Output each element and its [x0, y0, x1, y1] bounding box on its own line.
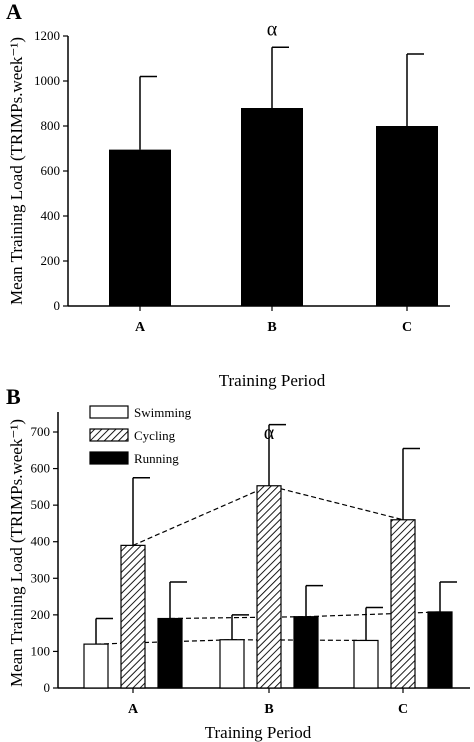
- significance-marker: α: [267, 18, 278, 40]
- legend-label-swimming: Swimming: [134, 405, 192, 420]
- x-tick-label: B: [264, 702, 273, 717]
- panel-a-label: A: [6, 0, 22, 24]
- y-tick-label: 0: [44, 680, 51, 695]
- bar-cycling-A: [120, 544, 146, 689]
- x-tick-label: A: [135, 320, 146, 335]
- bar-cycling-B: [256, 485, 282, 689]
- y-tick-label: 1200: [34, 28, 60, 43]
- panel-a-bars: α: [109, 18, 438, 306]
- legend-label-running: Running: [134, 451, 179, 466]
- panel-b-legend: Swimming Cycling Running: [89, 405, 192, 466]
- y-tick-label: 200: [31, 607, 51, 622]
- legend-swatch-running: [89, 451, 129, 465]
- panel-b: B 0 100 200 300 400 500 600 700 A B C α Swimming Cy…: [6, 384, 470, 742]
- y-tick-label: 600: [41, 163, 61, 178]
- x-tick-label: C: [398, 702, 408, 717]
- legend-swatch-swimming: [89, 405, 129, 419]
- bar-swimming-B: [219, 639, 245, 689]
- bar-running-A: [157, 617, 183, 689]
- panel-b-bars: α: [83, 422, 457, 689]
- significance-marker: α: [264, 422, 275, 444]
- bar-A: [109, 149, 171, 306]
- x-tick-label: B: [267, 320, 276, 335]
- y-tick-label: 700: [31, 424, 51, 439]
- y-tick-label: 300: [31, 570, 51, 585]
- panel-a-y-axis: 0 200 400 600 800 1000 1200 A B C: [34, 28, 450, 335]
- y-tick-label: 800: [41, 118, 61, 133]
- bar-running-C: [427, 611, 453, 689]
- bar-cycling-C: [390, 519, 416, 689]
- y-tick-label: 400: [31, 534, 51, 549]
- y-tick-label: 500: [31, 497, 51, 512]
- x-tick-label: A: [128, 702, 139, 717]
- bar-running-B: [293, 616, 319, 689]
- panel-b-y-axis-title: Mean Training Load (TRIMPs.week⁻¹): [7, 419, 26, 687]
- panel-a: A 0 200 400 600 800 1000 1200 A B C α Mean Traini…: [6, 0, 450, 390]
- panel-b-label: B: [6, 384, 21, 409]
- legend-swatch-cycling: [89, 428, 129, 442]
- y-tick-label: 600: [31, 461, 51, 476]
- x-tick-label: C: [402, 320, 412, 335]
- y-tick-label: 400: [41, 208, 61, 223]
- bar-B: [241, 108, 303, 306]
- bar-swimming-A: [83, 643, 109, 689]
- y-tick-label: 100: [31, 643, 51, 658]
- y-tick-label: 1000: [34, 73, 60, 88]
- panel-a-x-axis-title: Training Period: [219, 371, 326, 390]
- y-tick-label: 0: [54, 298, 61, 313]
- y-tick-label: 200: [41, 253, 61, 268]
- panel-a-y-axis-title: Mean Training Load (TRIMPs.week⁻¹): [7, 37, 26, 305]
- bar-C: [376, 126, 438, 306]
- bar-swimming-C: [353, 639, 379, 689]
- panel-b-x-axis-title: Training Period: [205, 723, 312, 742]
- legend-label-cycling: Cycling: [134, 428, 176, 443]
